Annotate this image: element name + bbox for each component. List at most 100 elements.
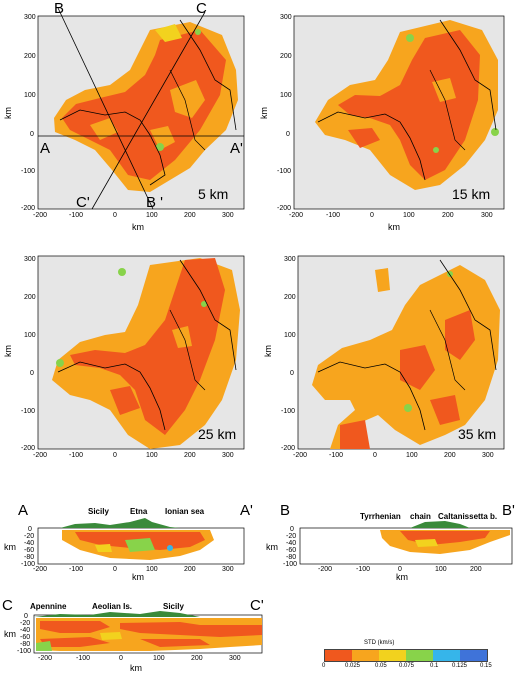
y-tick: 100 bbox=[24, 92, 36, 99]
section-letter-A: A bbox=[40, 140, 51, 157]
y-tick: -40 bbox=[24, 540, 35, 547]
section-letter-C: C bbox=[196, 0, 207, 17]
legend-swatch bbox=[379, 650, 406, 661]
y-tick: -100 bbox=[281, 408, 296, 415]
y-axis-label: km bbox=[266, 542, 278, 552]
y-tick: -20 bbox=[24, 533, 35, 540]
map-plot-35km bbox=[297, 255, 505, 450]
y-tick: 0 bbox=[290, 526, 294, 533]
x-tick: 300 bbox=[482, 452, 494, 459]
section-label: Sicily bbox=[163, 602, 184, 611]
y-tick: 0 bbox=[286, 131, 290, 138]
section-plot-BB bbox=[299, 521, 513, 565]
map-panel-25km: 25 km 300 200 100 0 -100 -200 -200 -100 … bbox=[0, 250, 260, 470]
y-tick: -100 bbox=[17, 648, 32, 655]
depth-label: 25 km bbox=[198, 426, 237, 442]
legend-tick: 0.075 bbox=[399, 663, 415, 669]
x-axis-label: km bbox=[388, 222, 400, 232]
map-plot-15km bbox=[293, 15, 505, 210]
x-tick: 0 bbox=[113, 452, 117, 459]
y-tick: 300 bbox=[280, 14, 292, 21]
section-end-letter: B' bbox=[502, 502, 515, 519]
legend-swatch bbox=[406, 650, 433, 661]
x-tick: 200 bbox=[470, 566, 482, 573]
y-tick: -100 bbox=[21, 408, 36, 415]
x-tick: 0 bbox=[113, 566, 117, 573]
x-tick: 0 bbox=[370, 212, 374, 219]
y-tick: 300 bbox=[24, 14, 36, 21]
y-tick: 0 bbox=[290, 370, 294, 377]
x-axis-label: km bbox=[396, 572, 408, 582]
legend-tick: 0 bbox=[322, 663, 326, 669]
x-axis-label: km bbox=[130, 663, 142, 673]
x-tick: -200 bbox=[33, 566, 48, 573]
section-panel-CC: C C' Apennine Aeolian Is. Sicily 0 -20 -… bbox=[0, 595, 290, 678]
y-tick: 200 bbox=[280, 53, 292, 60]
y-tick: -200 bbox=[21, 445, 36, 452]
y-tick: -60 bbox=[20, 634, 31, 641]
y-tick: 200 bbox=[284, 294, 296, 301]
depth-label: 35 km bbox=[458, 426, 497, 442]
x-tick: 300 bbox=[222, 452, 234, 459]
y-tick: 0 bbox=[24, 613, 28, 620]
x-tick: 0 bbox=[119, 655, 123, 662]
x-tick: -200 bbox=[318, 566, 333, 573]
legend-swatch bbox=[433, 650, 460, 661]
y-tick: -200 bbox=[21, 205, 36, 212]
section-start-letter: B bbox=[280, 502, 291, 519]
y-tick: -100 bbox=[277, 168, 292, 175]
x-tick: 100 bbox=[146, 212, 158, 219]
y-tick: -80 bbox=[24, 554, 35, 561]
x-tick: 300 bbox=[222, 566, 234, 573]
legend-bar bbox=[324, 649, 488, 662]
y-axis-label: km bbox=[3, 345, 13, 357]
legend-tick: 0.125 bbox=[452, 663, 468, 669]
y-tick: -40 bbox=[20, 627, 31, 634]
x-tick: 200 bbox=[184, 212, 196, 219]
x-tick: 200 bbox=[191, 655, 203, 662]
x-tick: 200 bbox=[184, 566, 196, 573]
map-panel-35km: 35 km 300 200 100 0 -100 -200 -200 -100 … bbox=[260, 250, 520, 470]
legend-tick: 0.1 bbox=[430, 663, 439, 669]
section-label: Tyrrhenian bbox=[360, 512, 401, 521]
y-tick: -20 bbox=[286, 533, 297, 540]
map-plot-5km bbox=[37, 7, 245, 210]
section-letter-C-prime: C' bbox=[76, 194, 90, 211]
section-start-letter: A bbox=[18, 502, 29, 519]
section-letter-A-prime: A' bbox=[230, 140, 243, 157]
x-tick: 300 bbox=[222, 212, 234, 219]
y-tick: -80 bbox=[286, 554, 297, 561]
x-axis-label: km bbox=[132, 572, 144, 582]
y-tick: -80 bbox=[20, 641, 31, 648]
y-tick: 100 bbox=[24, 332, 36, 339]
x-tick: -200 bbox=[38, 655, 53, 662]
depth-label: 15 km bbox=[452, 186, 491, 202]
y-tick: 300 bbox=[24, 256, 36, 263]
y-tick: 100 bbox=[284, 332, 296, 339]
legend-tick: 0.05 bbox=[375, 663, 387, 669]
y-tick: 200 bbox=[24, 53, 36, 60]
x-tick: 200 bbox=[442, 212, 454, 219]
section-label: Etna bbox=[130, 507, 148, 516]
y-tick: -100 bbox=[283, 561, 298, 568]
section-label: Apennine bbox=[30, 602, 67, 611]
y-tick: -100 bbox=[21, 561, 36, 568]
x-tick: 100 bbox=[435, 566, 447, 573]
section-label: chain bbox=[410, 512, 431, 521]
y-tick: -40 bbox=[286, 540, 297, 547]
section-end-letter: C' bbox=[250, 597, 264, 614]
x-tick: 100 bbox=[146, 452, 158, 459]
y-axis-label: km bbox=[3, 107, 13, 119]
y-tick: -200 bbox=[281, 445, 296, 452]
section-end-letter: A' bbox=[240, 502, 253, 519]
x-tick: 100 bbox=[406, 452, 418, 459]
y-tick: 200 bbox=[24, 294, 36, 301]
x-tick: -100 bbox=[69, 212, 84, 219]
y-tick: 0 bbox=[30, 370, 34, 377]
y-tick: -60 bbox=[286, 547, 297, 554]
x-axis-label: km bbox=[132, 222, 144, 232]
y-tick: 0 bbox=[28, 526, 32, 533]
legend-swatch bbox=[460, 650, 487, 661]
x-tick: 300 bbox=[229, 655, 241, 662]
section-label: Sicily bbox=[88, 507, 109, 516]
